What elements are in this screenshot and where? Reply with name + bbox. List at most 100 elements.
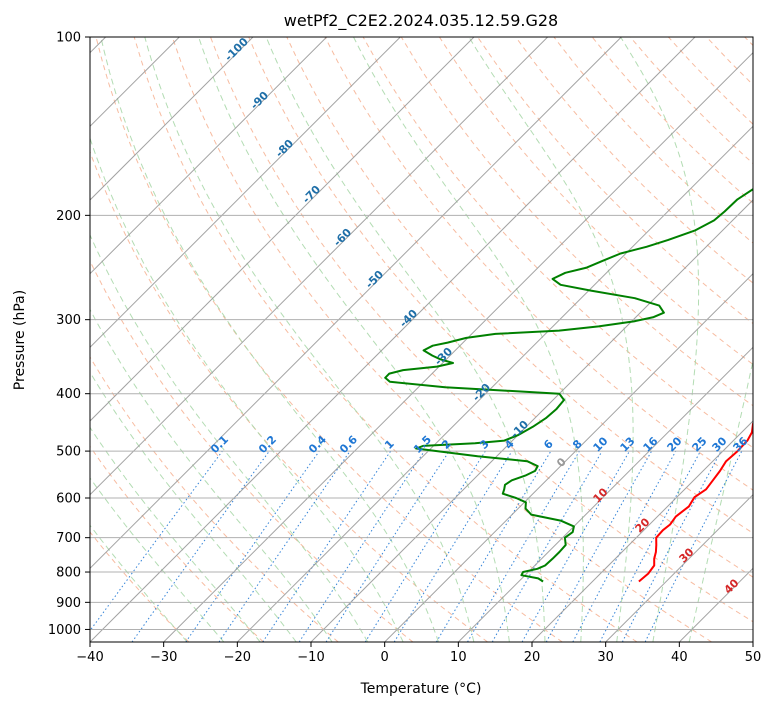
plot-frame (89, 36, 754, 643)
y-tick-label: 100 (56, 31, 81, 46)
moist-adiabat (90, 308, 333, 642)
mixing-ratio-line (185, 450, 320, 642)
dry-adiabat (90, 356, 339, 642)
moist-adiabat (468, 37, 634, 642)
y-tick-label: 700 (56, 531, 81, 546)
dry-adiabat-label: 10 (591, 485, 611, 505)
dry-adiabat (90, 259, 414, 642)
dewpoint-line (384, 187, 753, 583)
dry-adiabat (744, 37, 753, 47)
dry-adiabat (553, 37, 753, 244)
x-tick-label: 0 (381, 650, 389, 665)
mixing-ratio-label: 1 (382, 437, 397, 452)
mixing-ratio-label: 1.5 (411, 433, 434, 456)
dry-adiabat (90, 150, 488, 642)
dry-adiabat (400, 37, 753, 407)
background-lines (90, 37, 753, 642)
moist-adiabat-label: -20 (470, 381, 493, 404)
y-axis-ticks: 100 200 300 400 500 600 700 800 900 1000 (48, 31, 90, 638)
mixing-ratio-line (298, 450, 425, 642)
x-tick-label: −30 (150, 650, 177, 665)
isotherm (236, 125, 753, 642)
y-tick-label: 400 (56, 387, 81, 402)
x-tick-label: 40 (671, 650, 688, 665)
moist-adiabat-label: -90 (248, 89, 271, 112)
moist-adiabat (90, 233, 369, 642)
isotherm (457, 346, 753, 642)
mixing-ratio-label: 6 (541, 437, 556, 452)
x-axis-label: Temperature (°C) (360, 681, 482, 697)
mixing-ratio-line (545, 450, 653, 642)
dry-adiabat-label: 40 (722, 576, 742, 596)
mixing-ratio-label: 8 (570, 437, 585, 452)
y-tick-label: 900 (56, 596, 81, 611)
isotherm (310, 199, 753, 642)
mixing-ratio-label: 0.2 (256, 433, 279, 456)
moist-adiabat (265, 37, 546, 642)
moist-adiabat (688, 358, 753, 642)
mixing-ratio-line (393, 450, 513, 642)
x-axis-ticks: −40 −30 −20 −10 0 10 20 30 40 50 (76, 642, 761, 665)
dry-adiabat (210, 37, 753, 623)
isotherm (90, 37, 401, 349)
dry-adiabat (133, 37, 638, 642)
y-axis-label: Pressure (hPa) (12, 290, 28, 390)
mixing-ratio-label: 2 (439, 437, 454, 452)
dry-adiabat (438, 37, 753, 366)
isotherm (605, 493, 753, 642)
dry-adiabat (95, 37, 563, 642)
moist-adiabat-label: -50 (363, 268, 386, 291)
x-tick-label: 20 (524, 650, 541, 665)
dry-adiabat (90, 445, 264, 642)
y-tick-label: 1000 (48, 623, 81, 638)
temperature-line (638, 421, 753, 583)
moist-adiabat-label: -30 (432, 345, 455, 368)
moist-adiabat-label: -100 (222, 35, 251, 64)
y-tick-label: 600 (56, 492, 81, 507)
moist-adiabat-label: -40 (397, 307, 420, 330)
dry-adiabat (248, 37, 753, 578)
isotherm (90, 37, 549, 496)
dry-adiabat-label: 30 (677, 545, 697, 565)
y-tick-label: 800 (56, 566, 81, 581)
moist-adiabat (144, 37, 475, 642)
x-tick-label: 30 (597, 650, 614, 665)
dry-adiabat (90, 531, 190, 642)
mixing-ratio-label: 0.4 (306, 433, 329, 456)
mixing-ratio-line (131, 450, 270, 642)
mixing-ratio-label: 0.6 (337, 433, 360, 456)
mixing-ratio-line (218, 450, 351, 642)
mixing-ratio-line (572, 450, 677, 642)
dry-adiabat (706, 37, 753, 86)
moist-adiabat (90, 136, 404, 642)
moist-adiabat (90, 371, 297, 642)
isotherm (90, 37, 475, 422)
moist-adiabat (90, 426, 261, 642)
mixing-ratio-line (90, 450, 223, 632)
dry-adiabat-label: 20 (633, 515, 653, 535)
moist-adiabat-label: -70 (300, 183, 323, 206)
mixing-ratio-line (262, 450, 392, 642)
pressure-gridlines (90, 37, 753, 630)
moist-adiabat (198, 37, 510, 642)
isotherm (752, 641, 753, 642)
profile-series (384, 187, 753, 583)
moist-adiabat (353, 37, 584, 642)
isotherm (90, 37, 254, 201)
moist-adiabat (100, 37, 439, 642)
moist-adiabat-label: -60 (331, 226, 354, 249)
y-tick-label: 500 (56, 445, 81, 460)
x-tick-label: −20 (224, 650, 251, 665)
isotherm (163, 51, 753, 642)
isotherm (90, 37, 696, 642)
mixing-ratio-line (644, 450, 743, 642)
moist-adiabat-label: -80 (273, 137, 296, 160)
isotherm (90, 37, 622, 570)
y-tick-label: 200 (56, 209, 81, 224)
isotherm (678, 567, 753, 642)
chart-title: wetPf2_C2E2.2024.035.12.59.G28 (284, 11, 558, 31)
mixing-ratio-label: 3 (477, 437, 492, 452)
isotherm (384, 272, 753, 642)
isotherm (531, 420, 753, 642)
